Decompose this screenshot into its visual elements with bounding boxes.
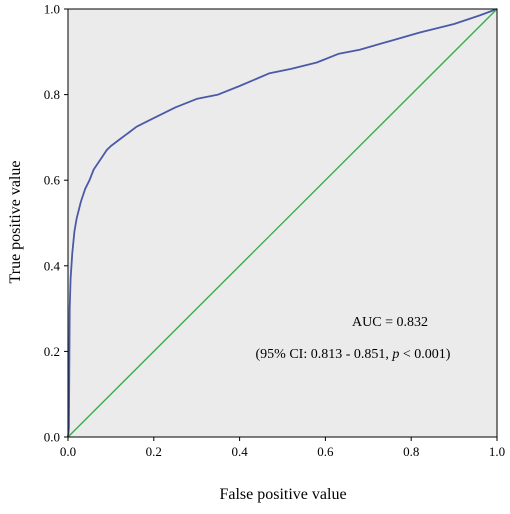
axis-layer: 0.0 0.2 0.4 0.6 0.8 1.0 0.0 0.2 0.4 0.6 0.8 1.0 [44,2,505,460]
y-tick-label: 0.6 [44,173,61,188]
plot-frame [67,8,498,438]
y-tick-label: 0.2 [44,344,60,359]
ci-annotation: (95% CI: 0.813 - 0.851, p < 0.001) [256,347,451,362]
y-axis-title: True positive value [7,161,24,284]
y-tick-label: 0.4 [44,258,61,273]
x-tick-label: 0.0 [60,444,76,459]
x-tick-label: 1.0 [489,444,505,459]
x-tick-label: 0.8 [403,444,419,459]
y-tick-label: 0.8 [44,87,60,102]
x-tick-label: 0.4 [231,444,248,459]
x-tick-label: 0.2 [146,444,162,459]
x-axis-title: False positive value [219,486,346,503]
y-tick-label: 1.0 [44,2,60,17]
roc-curve-line [67,8,498,438]
x-tick-label: 0.6 [317,444,334,459]
series-layer [67,8,498,438]
y-tick-label: 0.0 [44,430,60,445]
reference-diagonal-line [67,8,498,438]
auc-annotation: AUC = 0.832 [352,315,428,330]
